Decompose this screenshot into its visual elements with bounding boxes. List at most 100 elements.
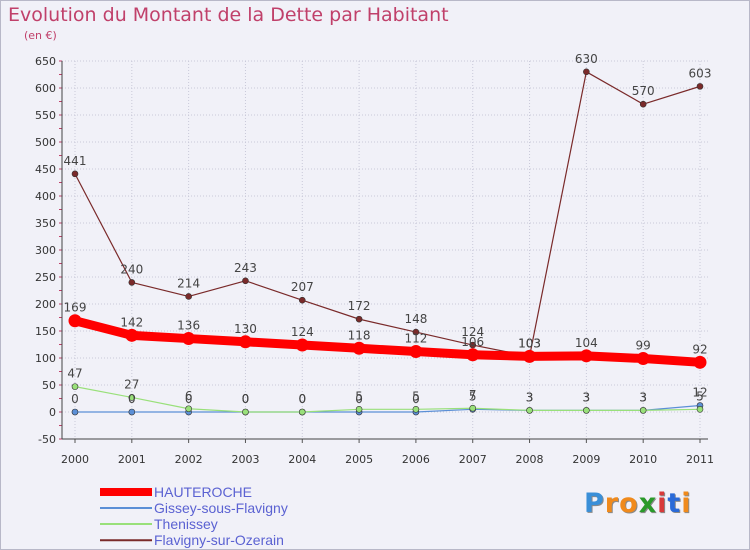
proxiti-logo: Proxiti bbox=[584, 488, 692, 519]
data-label: 0 bbox=[128, 392, 136, 406]
data-label: 92 bbox=[692, 342, 707, 356]
data-point bbox=[639, 100, 647, 108]
data-label: 3 bbox=[639, 390, 647, 404]
data-label: 3 bbox=[583, 390, 591, 404]
data-label: 5 bbox=[412, 389, 420, 403]
series-line bbox=[74, 386, 701, 413]
logo-letter: i bbox=[657, 488, 668, 519]
data-point bbox=[696, 83, 704, 90]
data-label: 12 bbox=[692, 386, 707, 400]
data-point bbox=[125, 328, 139, 342]
x-tick-label: 2008 bbox=[516, 453, 544, 466]
data-label: 112 bbox=[404, 332, 427, 346]
data-point bbox=[128, 279, 136, 286]
data-point bbox=[412, 405, 420, 413]
data-label: 603 bbox=[689, 66, 712, 80]
data-point bbox=[469, 404, 477, 412]
y-tick-label: 200 bbox=[35, 298, 56, 311]
data-label: 142 bbox=[120, 315, 143, 329]
data-point bbox=[128, 408, 136, 416]
y-tick-label: 500 bbox=[35, 136, 56, 149]
chart-unit-label: (en €) bbox=[24, 29, 57, 42]
logo-letter: x bbox=[638, 488, 658, 519]
data-point bbox=[583, 68, 590, 76]
data-label: 103 bbox=[518, 336, 541, 350]
data-point bbox=[242, 408, 249, 416]
logo-letter: t bbox=[667, 488, 682, 519]
data-label: 3 bbox=[639, 390, 647, 404]
data-point bbox=[466, 348, 480, 362]
data-label: 0 bbox=[298, 392, 306, 406]
logo-letter: r bbox=[604, 488, 620, 519]
data-point bbox=[409, 345, 423, 359]
data-point bbox=[242, 277, 249, 285]
x-tick-label: 2011 bbox=[686, 453, 714, 466]
legend-label: Thenissey bbox=[154, 516, 218, 532]
y-tick-label: 50 bbox=[42, 379, 56, 392]
data-point bbox=[352, 341, 366, 355]
data-label: 207 bbox=[291, 280, 314, 294]
data-label: 243 bbox=[234, 261, 257, 275]
y-tick-label: 450 bbox=[35, 163, 56, 176]
y-tick-label: 300 bbox=[35, 244, 56, 257]
legend-swatch bbox=[100, 539, 152, 541]
y-tick-label: 650 bbox=[35, 55, 56, 68]
y-tick-label: 600 bbox=[35, 82, 56, 95]
data-point bbox=[71, 408, 79, 416]
x-tick-label: 2007 bbox=[459, 453, 487, 466]
data-point bbox=[412, 328, 420, 336]
legend-label: HAUTEROCHE bbox=[154, 484, 253, 500]
y-tick-label: 250 bbox=[35, 271, 56, 284]
data-label: 0 bbox=[242, 392, 250, 406]
data-label: 0 bbox=[185, 392, 193, 406]
y-tick-label: 550 bbox=[35, 109, 56, 122]
legend-label: Gissey-sous-Flavigny bbox=[154, 500, 288, 516]
data-point bbox=[693, 355, 707, 369]
data-point bbox=[523, 349, 537, 363]
data-label: 5 bbox=[469, 389, 477, 403]
legend-swatch bbox=[100, 523, 152, 525]
data-label: 148 bbox=[404, 312, 427, 326]
data-label: 136 bbox=[177, 319, 200, 333]
data-label: 130 bbox=[234, 322, 257, 336]
data-label: 169 bbox=[64, 301, 87, 315]
data-point bbox=[469, 341, 477, 349]
y-tick-label: 100 bbox=[35, 352, 56, 365]
data-label: 630 bbox=[575, 52, 598, 66]
data-label: 570 bbox=[632, 84, 655, 98]
x-tick-label: 2002 bbox=[175, 453, 203, 466]
x-tick-label: 2001 bbox=[118, 453, 146, 466]
x-tick-label: 2005 bbox=[345, 453, 373, 466]
data-point bbox=[636, 352, 650, 366]
data-point bbox=[355, 315, 363, 323]
x-tick-label: 2010 bbox=[629, 453, 657, 466]
data-label: 0 bbox=[71, 392, 79, 406]
data-point bbox=[238, 335, 252, 349]
data-point bbox=[355, 405, 363, 413]
data-point bbox=[298, 408, 306, 416]
data-label: 106 bbox=[461, 335, 484, 349]
data-point bbox=[639, 407, 647, 414]
series-line bbox=[74, 71, 701, 357]
data-point bbox=[298, 296, 306, 304]
series-line bbox=[70, 316, 705, 367]
data-label: 441 bbox=[64, 154, 87, 168]
data-point bbox=[526, 407, 533, 414]
logo-letter: o bbox=[619, 488, 639, 519]
data-label: 0 bbox=[355, 392, 363, 406]
data-label: 214 bbox=[177, 276, 200, 290]
logo-letter: i bbox=[681, 488, 692, 519]
y-tick-label: 0 bbox=[49, 406, 56, 419]
data-point bbox=[71, 170, 79, 178]
data-point bbox=[579, 349, 593, 363]
legend-label: Flavigny-sur-Ozerain bbox=[154, 532, 284, 548]
data-label: 3 bbox=[526, 390, 534, 404]
data-label: 0 bbox=[412, 392, 420, 406]
data-point bbox=[696, 405, 704, 413]
data-label: 103 bbox=[518, 336, 541, 350]
data-label: 172 bbox=[348, 299, 371, 313]
data-label: 3 bbox=[583, 390, 591, 404]
data-label: 99 bbox=[636, 339, 651, 353]
data-label: 7 bbox=[469, 388, 477, 402]
